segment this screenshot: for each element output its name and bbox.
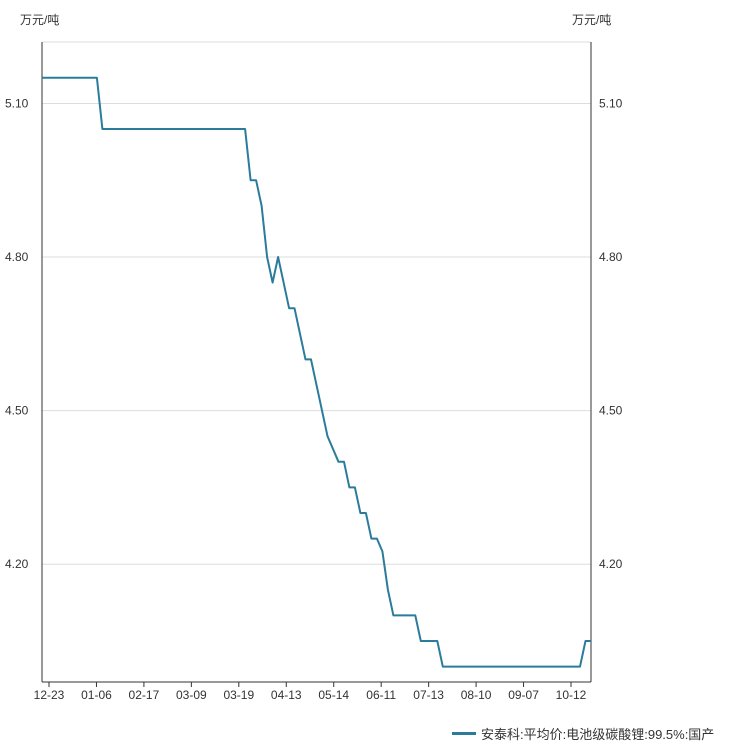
- x-tick-label: 08-10: [461, 688, 492, 702]
- x-tick-label: 12-23: [34, 688, 65, 702]
- y-tick-label-right: 4.20: [599, 557, 623, 571]
- left-y-axis-unit: 万元/吨: [20, 13, 59, 27]
- x-tick-label: 01-06: [81, 688, 112, 702]
- legend-label: 安泰科:平均价:电池级碳酸锂:99.5%:国产: [481, 727, 715, 742]
- x-tick-label: 03-09: [176, 688, 207, 702]
- x-tick-label: 05-14: [318, 688, 349, 702]
- y-tick-label-left: 4.20: [5, 557, 29, 571]
- axes: [41, 42, 592, 687]
- tick-labels: 4.20 4.20 4.50 4.50 4.80 4.80 5.10 5.10 12-23 01-…: [5, 96, 623, 702]
- x-tick-label: 09-07: [508, 688, 539, 702]
- y-tick-label-right: 4.50: [599, 404, 623, 418]
- x-tick-label: 04-13: [271, 688, 302, 702]
- x-tick-label: 07-13: [413, 688, 444, 702]
- y-tick-label-left: 5.10: [5, 96, 29, 110]
- y-tick-label-right: 4.80: [599, 250, 623, 264]
- x-tick-label: 10-12: [556, 688, 587, 702]
- x-tick-label: 02-17: [129, 688, 160, 702]
- legend-swatch: [452, 732, 476, 735]
- y-tick-label-right: 5.10: [599, 96, 623, 110]
- series-line: [42, 76, 591, 668]
- gridlines: [42, 41, 591, 565]
- series-lines: [42, 76, 591, 668]
- right-y-axis-unit: 万元/吨: [572, 13, 611, 27]
- legend[interactable]: 安泰科:平均价:电池级碳酸锂:99.5%:国产: [452, 724, 714, 743]
- y-tick-label-left: 4.80: [5, 250, 29, 264]
- y-tick-label-left: 4.50: [5, 404, 29, 418]
- x-tick-label: 03-19: [223, 688, 254, 702]
- x-tick-label: 06-11: [366, 688, 396, 702]
